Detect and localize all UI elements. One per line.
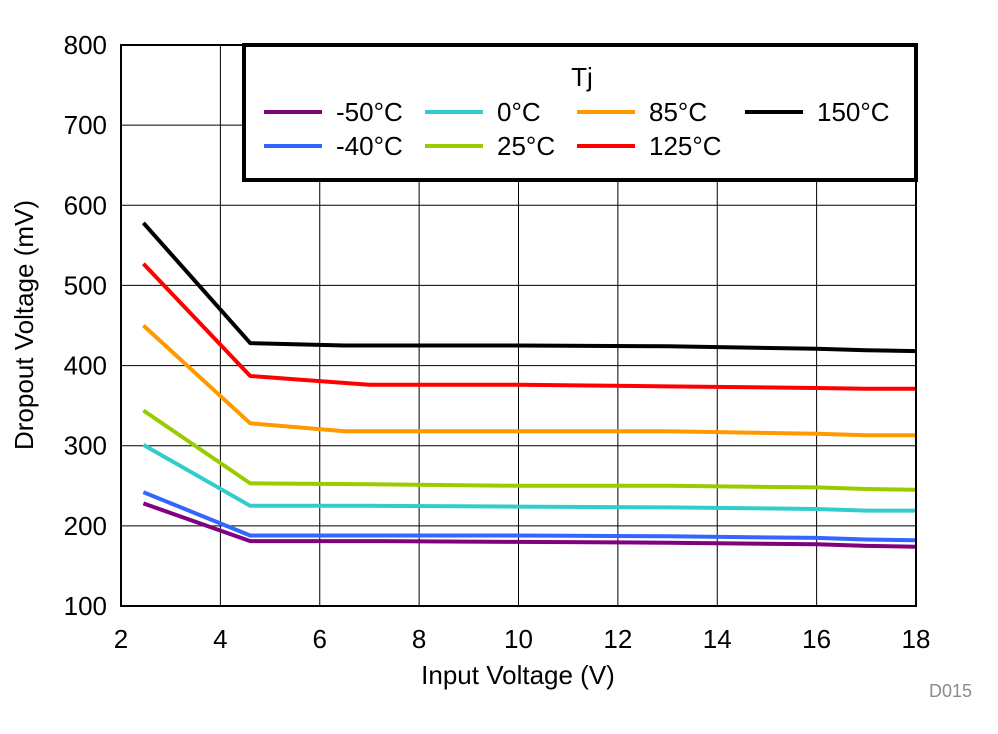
x-tick-label: 10 — [504, 624, 533, 654]
x-tick-label: 8 — [412, 624, 426, 654]
legend-label-3: 25°C — [497, 131, 555, 161]
legend-label-5: 125°C — [649, 131, 722, 161]
legend-label-2: 0°C — [497, 97, 541, 127]
y-tick-label: 800 — [64, 30, 107, 60]
figure-id: D015 — [929, 681, 972, 701]
x-tick-label: 2 — [114, 624, 128, 654]
x-tick-label: 16 — [802, 624, 831, 654]
series-line-5 — [141, 262, 916, 391]
y-tick-label: 200 — [64, 511, 107, 541]
x-tick-label: 18 — [902, 624, 931, 654]
x-tick-label: 4 — [213, 624, 227, 654]
legend-label-6: 150°C — [817, 97, 890, 127]
series-line-1 — [142, 490, 917, 543]
y-tick-label: 600 — [64, 190, 107, 220]
legend-label-1: -40°C — [336, 131, 403, 161]
x-tick-label: 14 — [703, 624, 732, 654]
y-tick-label: 300 — [64, 431, 107, 461]
series-line-2 — [142, 443, 916, 513]
x-tick-label: 12 — [603, 624, 632, 654]
x-tick-label: 6 — [313, 624, 327, 654]
series-line-4 — [142, 324, 916, 438]
y-tick-label: 700 — [64, 110, 107, 140]
series-line-3 — [142, 408, 917, 492]
legend-label-0: -50°C — [336, 97, 403, 127]
y-axis-label: Dropout Voltage (mV) — [9, 200, 39, 450]
series-line-0 — [142, 501, 917, 549]
x-axis-label: Input Voltage (V) — [421, 660, 615, 690]
y-tick-label: 500 — [64, 270, 107, 300]
legend-label-4: 85°C — [649, 97, 707, 127]
y-tick-label: 100 — [64, 591, 107, 621]
legend-title: Tj — [571, 62, 593, 92]
series-line-6 — [141, 221, 917, 354]
y-tick-label: 400 — [64, 351, 107, 381]
